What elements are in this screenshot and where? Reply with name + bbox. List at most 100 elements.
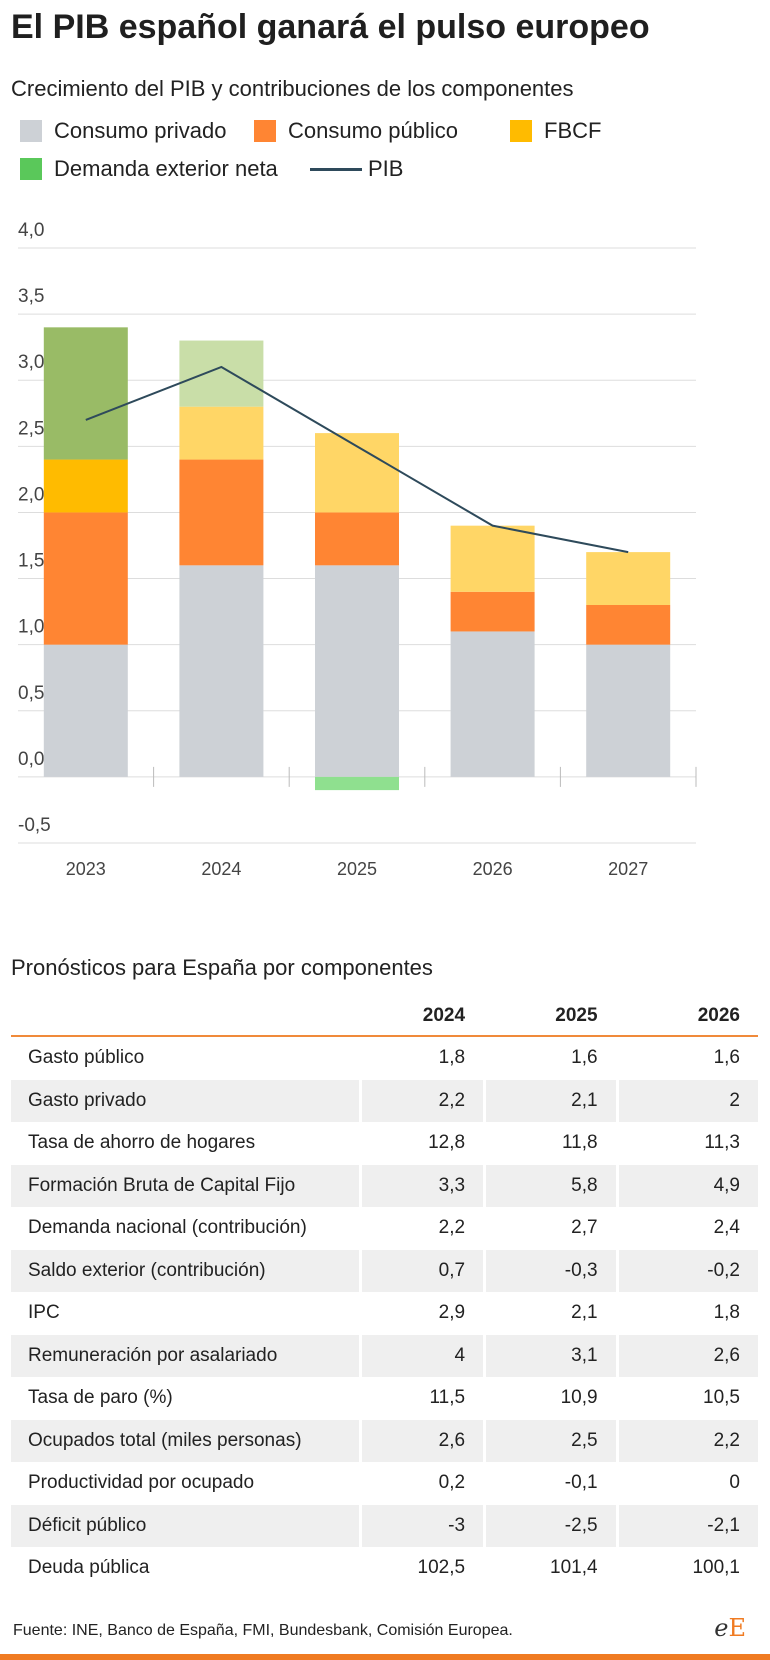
- table-cell: 2,2: [618, 1419, 758, 1462]
- table-cell: 2,7: [571, 1217, 598, 1239]
- legend-label: Consumo público: [288, 118, 458, 143]
- table-cell: 1,6: [713, 1047, 740, 1069]
- legend-item-pib: PIB: [310, 156, 403, 182]
- legend-label: FBCF: [544, 118, 602, 143]
- table-row: IPC 2,9 2,1 1,8: [11, 1292, 758, 1335]
- table-row-label: Ocupados total (miles personas): [11, 1419, 359, 1462]
- table-cell: 3,3: [361, 1164, 484, 1207]
- logo-part: E: [728, 1614, 746, 1642]
- table-cell: 100,1: [692, 1557, 740, 1579]
- y-tick-label: 1,5: [18, 551, 44, 572]
- y-tick-label: -0,5: [18, 815, 51, 836]
- legend-label: PIB: [368, 156, 404, 181]
- logo-part: e: [714, 1614, 729, 1642]
- legend-item-demanda-exterior: Demanda exterior neta: [20, 156, 278, 182]
- table-cell: 1,8: [713, 1302, 740, 1324]
- table-cell: 2: [618, 1079, 758, 1122]
- table-title: Pronósticos para España por componentes: [11, 955, 433, 980]
- bar-segment: [43, 512, 128, 645]
- table-cell: 5,8: [486, 1164, 616, 1207]
- table-cell: -2,5: [486, 1504, 616, 1547]
- y-tick-label: 1,0: [18, 617, 44, 638]
- table-cell: -0,2: [618, 1249, 758, 1292]
- table-header-row: 2024 2025 2026: [11, 997, 758, 1037]
- table-row: Saldo exterior (contribución) 0,7 -0,3 -0,2: [11, 1249, 758, 1292]
- table-row: Demanda nacional (contribución) 2,2 2,7 2,4: [11, 1207, 758, 1250]
- bar-segment: [43, 459, 128, 513]
- legend-item-fbcf: FBCF: [510, 118, 601, 144]
- table-cell: 1,8: [438, 1047, 466, 1069]
- x-tick-label: 2024: [201, 859, 241, 879]
- table-header-cell: 2025: [555, 1005, 598, 1026]
- table-cell: 2,6: [618, 1334, 758, 1377]
- y-tick-label: 0,0: [18, 749, 44, 770]
- table-cell: 4: [361, 1334, 484, 1377]
- y-tick-label: 0,5: [18, 683, 44, 704]
- table-cell: 0: [729, 1472, 740, 1494]
- bar-segment: [43, 644, 128, 777]
- table-cell: 2,6: [361, 1419, 484, 1462]
- bar-segment: [450, 591, 535, 632]
- legend-line-pib: [310, 167, 362, 171]
- table-header-cell: 2026: [697, 1005, 740, 1026]
- bar-segment: [315, 433, 399, 513]
- legend-label: Consumo privado: [54, 118, 227, 143]
- bar-segment: [179, 406, 264, 460]
- table-row: Remuneración por asalariado 4 3,1 2,6: [11, 1334, 758, 1377]
- table-cell: 0,2: [438, 1472, 466, 1494]
- legend-swatch-consumo-publico: [254, 120, 276, 142]
- pib-line: [85, 365, 629, 554]
- bar-segment: [315, 512, 399, 566]
- table-row-label: Gasto privado: [11, 1079, 359, 1122]
- legend-item-consumo-privado: Consumo privado: [20, 118, 226, 144]
- table-row: Tasa de ahorro de hogares 12,8 11,8 11,3: [11, 1122, 758, 1165]
- page-title: El PIB español ganará el pulso europeo: [11, 8, 650, 46]
- bar-segment: [315, 776, 399, 791]
- table-header-cell: 2024: [422, 1005, 466, 1026]
- publisher-logo: eE: [714, 1614, 746, 1642]
- forecast-table: 2024 2025 2026 Gasto público 1,8 1,6 1,6 Gas…: [11, 997, 758, 1590]
- table-row-label: Demanda nacional (contribución): [28, 1217, 307, 1239]
- table-cell: 4,9: [618, 1164, 758, 1207]
- y-tick-label: 3,5: [18, 286, 44, 307]
- bar-segment: [586, 605, 671, 645]
- table-cell: 2,1: [486, 1079, 616, 1122]
- bar-segment: [179, 340, 264, 407]
- table-cell: 11,3: [704, 1132, 740, 1154]
- table-row-label: Productividad por ocupado: [28, 1472, 255, 1494]
- table-row: Gasto privado 2,2 2,1 2: [11, 1079, 758, 1122]
- table-cell: -0,1: [564, 1472, 598, 1494]
- table-row-label: Tasa de ahorro de hogares: [28, 1132, 256, 1154]
- x-tick-label: 2023: [66, 859, 106, 879]
- table-cell: 3,1: [486, 1334, 616, 1377]
- source-note: Fuente: INE, Banco de España, FMI, Bunde…: [13, 1622, 513, 1639]
- bar-segment: [586, 644, 671, 777]
- table-cell: 2,2: [361, 1079, 484, 1122]
- legend-swatch-fbcf: [510, 120, 532, 142]
- table-row-label: Gasto público: [28, 1047, 145, 1069]
- table-cell: 2,1: [571, 1302, 598, 1324]
- table-header-cell: [11, 997, 359, 1035]
- y-tick-label: 4,0: [18, 220, 44, 241]
- table-row: Productividad por ocupado 0,2 -0,1 0: [11, 1462, 758, 1505]
- table-cell: 1,6: [571, 1047, 598, 1069]
- bar-segment: [450, 525, 535, 592]
- table-cell: 11,5: [429, 1387, 466, 1409]
- x-tick-label: 2025: [337, 859, 377, 879]
- stacked-bar-chart: 4,0 3,5 3,0 2,5 2,0 1,5 1,0 0,5 0,0 -0,5 2023 2024 2…: [18, 220, 697, 879]
- table-row-label: Tasa de paro (%): [28, 1387, 173, 1409]
- bottom-accent-bar: [0, 1654, 770, 1660]
- y-tick-label: 2,5: [18, 418, 44, 439]
- table-cell: 10,5: [703, 1387, 740, 1409]
- x-tick-label: 2026: [473, 859, 513, 879]
- table-row-label: Remuneración por asalariado: [11, 1334, 359, 1377]
- table-row-label: Saldo exterior (contribución): [11, 1249, 359, 1292]
- table-row: Formación Bruta de Capital Fijo 3,3 5,8 4,9: [11, 1164, 758, 1207]
- legend-swatch-consumo-privado: [20, 120, 42, 142]
- x-tick-label: 2027: [608, 859, 648, 879]
- table-row: Deuda pública 102,5 101,4 100,1: [11, 1547, 758, 1590]
- legend-item-consumo-publico: Consumo público: [254, 118, 458, 144]
- bar-segment: [315, 565, 399, 777]
- table-row: Tasa de paro (%) 11,5 10,9 10,5: [11, 1377, 758, 1420]
- y-tick-label: 3,0: [18, 352, 44, 373]
